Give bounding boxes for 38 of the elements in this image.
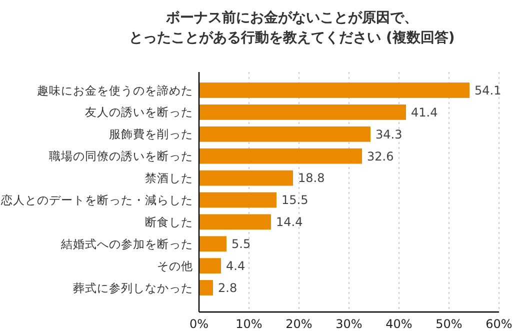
data-label: 5.5 [232,237,251,252]
data-label: 54.1 [474,83,502,98]
bar [199,280,213,296]
data-label: 15.5 [282,193,308,208]
bar [199,192,276,208]
bar [199,104,406,120]
x-tick-label: 30% [336,317,362,331]
bar [199,126,370,142]
y-tick-label: 断食した [145,214,193,229]
x-tick-label: 50% [436,317,462,331]
data-label: 18.8 [298,171,325,186]
bar [199,258,221,274]
bar [199,214,271,230]
y-tick-label: 恋人とのデートを断った・減らした [0,192,193,207]
y-tick-label: 趣味にお金を使うのを諦めた [37,83,193,98]
data-label: 14.4 [276,215,303,230]
bar [199,236,226,252]
y-tick-label: その他 [157,258,193,273]
bar [199,148,362,164]
x-tick-label: 0% [189,317,209,331]
chart-title: ボーナス前にお金がないことが原因で、とったことがある行動を教えてください (複数回答) [129,10,455,46]
x-tick-label: 20% [286,317,312,331]
y-tick-label: 友人の誘いを断った [85,105,193,120]
y-tick-label: 服飾費を削った [109,127,193,142]
data-label: 2.8 [218,280,238,295]
y-tick-label: 禁酒した [145,171,193,186]
y-tick-label: 結婚式への参加を断った [60,236,193,251]
bar [199,170,293,186]
y-tick-label: 職場の同僚の誘いを断った [49,149,193,164]
x-tick-label: 40% [386,317,412,331]
data-label: 32.6 [367,149,394,164]
y-tick-label: 葬式に参列しなかった [73,280,193,295]
data-label: 4.4 [226,258,246,273]
x-tick-label: 60% [486,317,512,331]
bar [199,82,470,98]
data-label: 34.3 [376,127,402,142]
data-label: 41.4 [411,105,438,120]
x-tick-label: 10% [236,317,262,331]
